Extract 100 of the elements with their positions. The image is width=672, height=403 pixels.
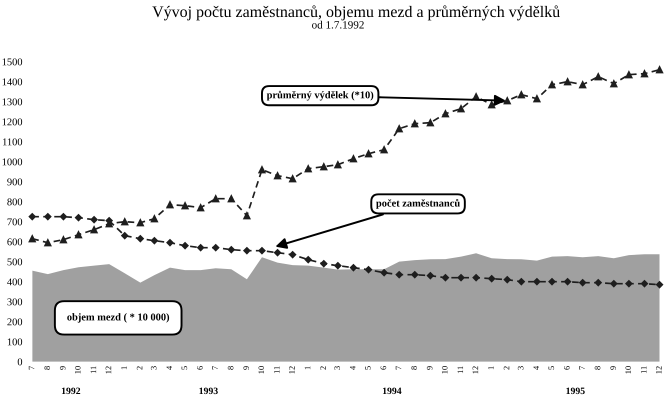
point (426, 118, 434, 126)
point (364, 150, 372, 158)
y-tick-label: 1100 (3, 138, 22, 146)
x-tick-label: 8 (594, 366, 600, 370)
point (90, 226, 98, 234)
point (364, 266, 372, 274)
y-tick-label: 1200 (2, 118, 22, 126)
x-tick-label: 6 (564, 366, 570, 370)
x-tick-label: 3 (518, 366, 524, 370)
point (457, 104, 465, 112)
point (334, 160, 342, 168)
point (304, 164, 312, 172)
point (334, 262, 342, 270)
point (411, 271, 418, 278)
point (136, 235, 144, 242)
x-tick-label: 4 (350, 366, 356, 370)
point (228, 246, 235, 254)
x-tick-label: 9 (60, 366, 66, 370)
point (488, 100, 496, 108)
point (350, 154, 358, 162)
point (258, 166, 266, 174)
point (442, 110, 450, 118)
point (656, 66, 664, 74)
point (60, 236, 68, 244)
point (457, 274, 465, 282)
x-tick-label: 12 (289, 366, 295, 374)
x-tick-label: 6 (197, 366, 203, 370)
x-tick-label: 2 (504, 366, 510, 370)
point (28, 213, 36, 220)
point (548, 278, 556, 286)
point (212, 244, 220, 252)
x-tick-label: 7 (579, 366, 585, 370)
point (594, 279, 602, 286)
point (28, 235, 36, 242)
x-tick-label: 10 (442, 366, 448, 374)
point (304, 256, 312, 264)
x-tick-label: 8 (228, 366, 234, 370)
point (442, 274, 450, 282)
x-tick-label: 1 (488, 366, 494, 370)
point (656, 281, 664, 288)
point (426, 272, 434, 280)
x-tick-label: 1 (304, 366, 310, 370)
point (610, 80, 618, 88)
x-tick-label: 4 (533, 366, 539, 370)
point (274, 172, 282, 180)
point (74, 214, 82, 222)
point (166, 239, 174, 246)
point (380, 146, 388, 154)
x-tick-label: 5 (182, 366, 188, 370)
point (74, 230, 82, 238)
point (396, 271, 403, 278)
y-tick-label: 900 (7, 178, 22, 186)
point (212, 194, 220, 202)
point (197, 244, 204, 252)
point (243, 212, 251, 220)
y-tick-label: 1500 (2, 58, 22, 66)
point (181, 202, 189, 210)
y-tick-label: 700 (8, 218, 22, 226)
y-tick-label: 1400 (2, 78, 22, 86)
x-tick-label: 10 (74, 366, 81, 374)
point (258, 247, 266, 254)
x-tick-label: 1 (121, 366, 127, 370)
point (150, 237, 158, 244)
point (578, 80, 586, 88)
series-label: objem mezd ( * 10 000) (67, 313, 170, 323)
point (518, 278, 525, 286)
y-tick-label: 500 (8, 258, 22, 266)
point (150, 214, 158, 222)
y-tick-label: 200 (7, 318, 22, 326)
point (579, 279, 586, 286)
x-tick-label: 5 (365, 366, 371, 370)
point (350, 264, 358, 272)
point (533, 94, 541, 102)
x-tick-label: 3 (334, 366, 340, 370)
x-tick-label: 11 (274, 366, 280, 374)
point (548, 80, 556, 88)
point (594, 72, 602, 80)
x-tick-label: 10 (258, 366, 264, 374)
x-tick-label: 3 (150, 366, 156, 370)
y-tick-label: 800 (7, 198, 22, 206)
x-tick-label: 6 (380, 366, 386, 370)
point (564, 78, 572, 86)
x-tick-label: 9 (243, 366, 249, 370)
point (243, 247, 251, 254)
point (411, 120, 418, 128)
point (504, 276, 511, 284)
x-tick-label: 9 (610, 366, 616, 370)
x-tick-label: 7 (396, 366, 402, 370)
point (121, 218, 128, 226)
y-tick-label: 300 (7, 298, 22, 306)
point (90, 216, 98, 224)
point (625, 70, 633, 78)
point (44, 213, 52, 220)
text: počet zaměstnanců (376, 198, 460, 209)
point (396, 124, 403, 132)
point (640, 280, 648, 288)
x-tick-label: 9 (426, 366, 432, 370)
x-tick-label: 11 (90, 366, 96, 374)
point (288, 251, 296, 258)
point (121, 232, 128, 240)
